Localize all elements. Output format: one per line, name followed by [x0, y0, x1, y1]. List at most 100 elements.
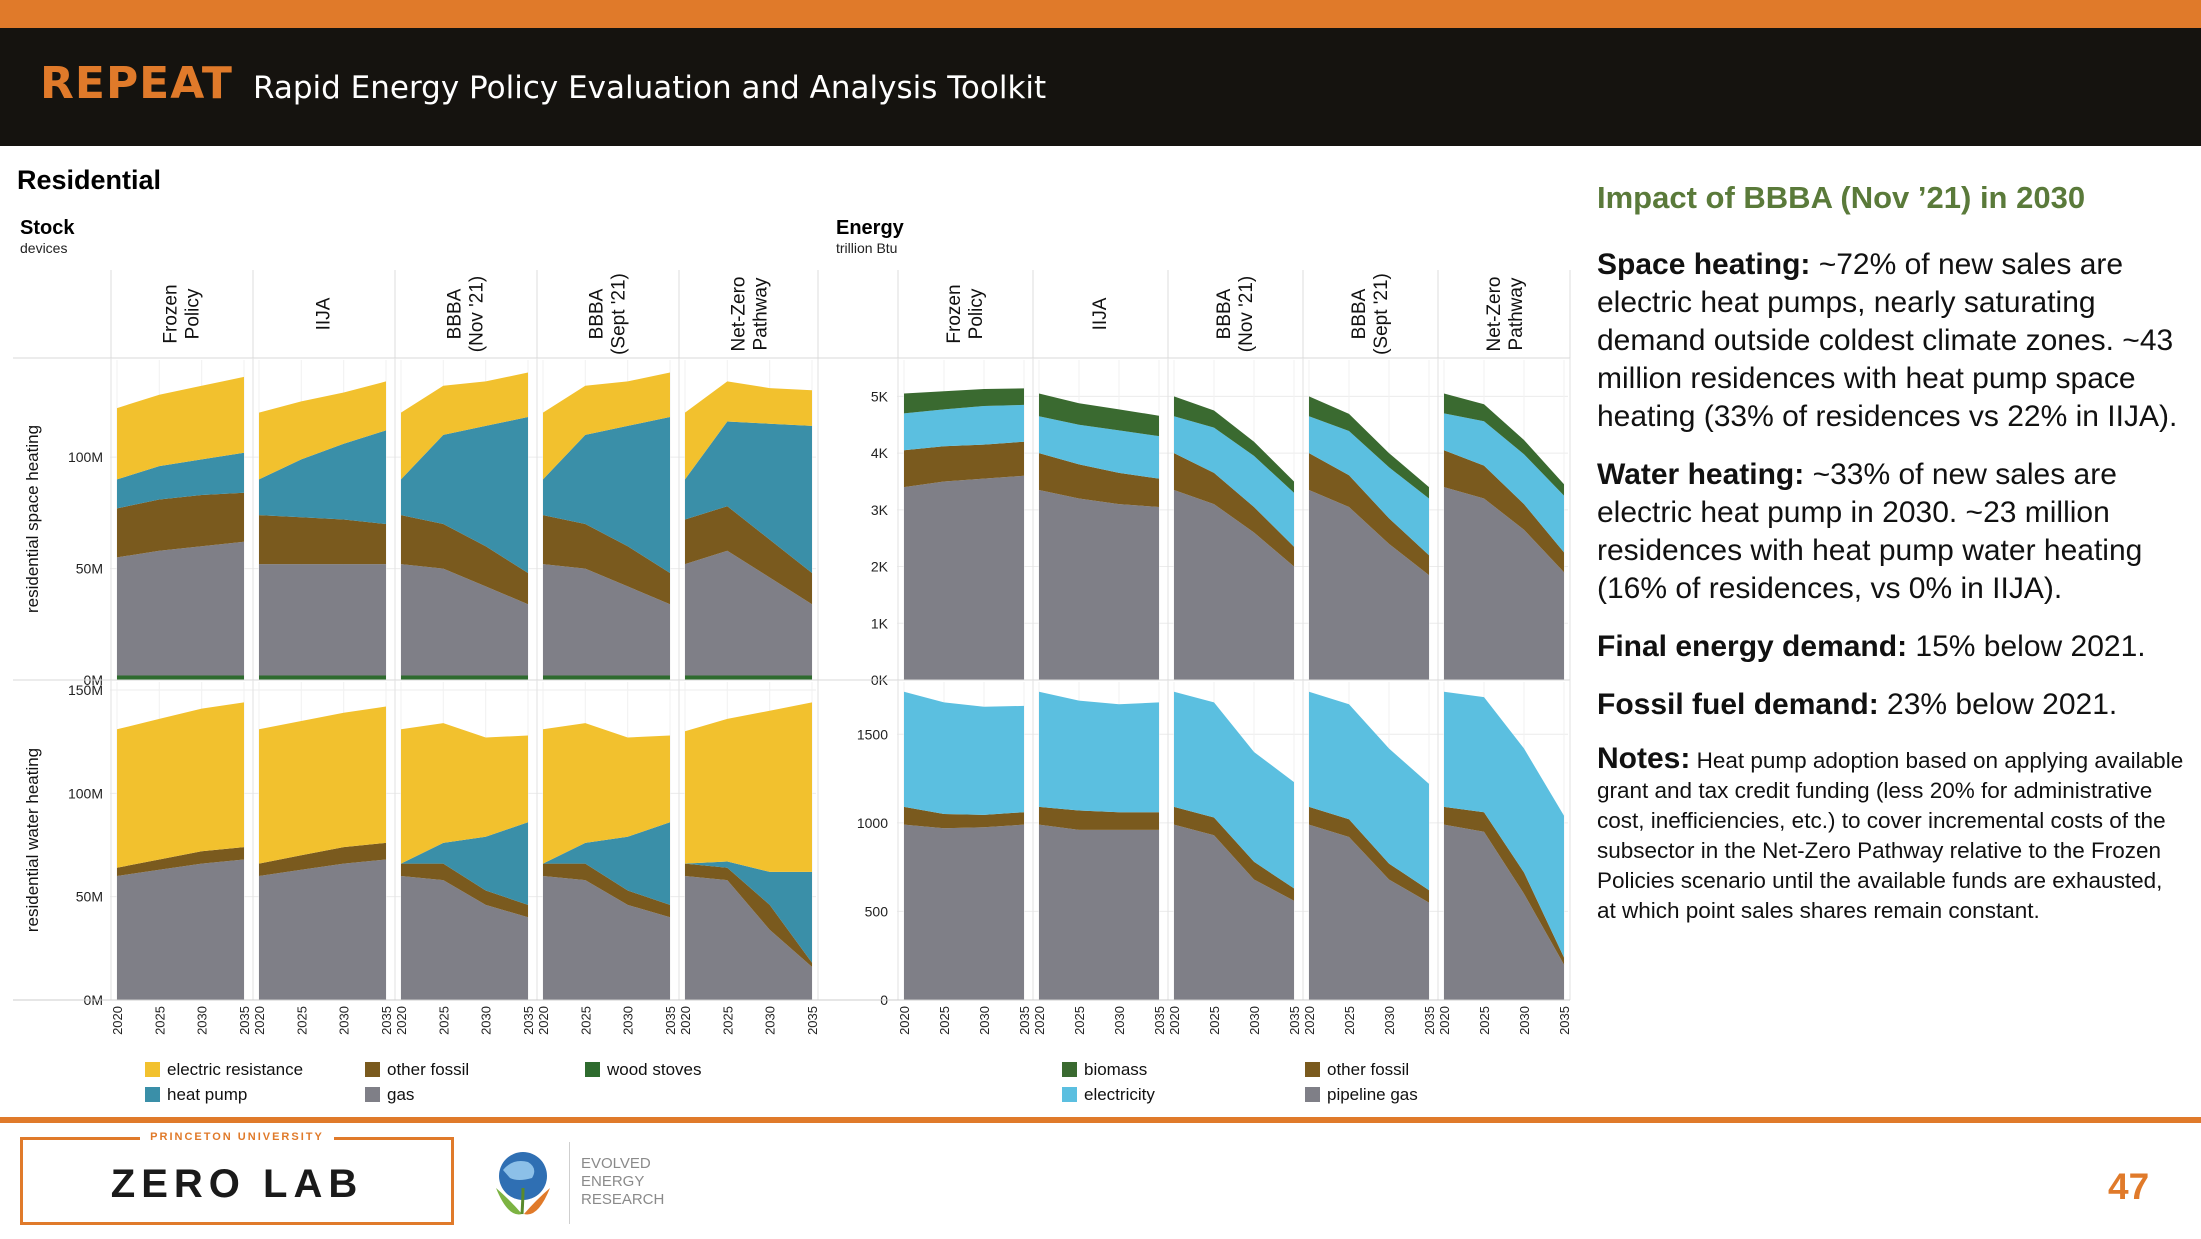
header-banner: [0, 28, 1100, 146]
y-axis-label-residential-water-heating: residential water heating: [23, 748, 42, 932]
y-axis-label-residential-space-heating: residential space heating: [23, 425, 42, 613]
x-tick-label: 2025: [1477, 1006, 1492, 1035]
area-stock-row1-bbba-nov-21-wood-stoves: [401, 675, 528, 680]
scenario-header-net-zero-pathway: Net-Zero Pathway: [1484, 277, 1527, 352]
legend-label-heat-pump: heat pump: [167, 1085, 247, 1104]
zero-lab-logo: PRINCETON UNIVERSITY ZERO LAB: [20, 1131, 454, 1225]
x-tick-label: 2025: [152, 1006, 167, 1035]
zero-lab-text: ZERO LAB: [110, 1162, 364, 1206]
x-tick-label: 2030: [1247, 1006, 1262, 1035]
x-tick-label: 2020: [1437, 1006, 1452, 1035]
scenario-header-iija: IIJA: [314, 297, 335, 330]
area-energy-row1-net-zero-pathway-electricity: [1444, 413, 1564, 553]
impact-title: Impact of BBBA (Nov ’21) in 2030: [1597, 180, 2086, 215]
x-tick-label: 2030: [479, 1006, 494, 1035]
x-tick-label: 2025: [720, 1006, 735, 1035]
x-tick-label: 2030: [195, 1006, 210, 1035]
x-tick-label: 2020: [252, 1006, 267, 1035]
fossil-fuel-text: 23% below 2021.: [1878, 688, 2118, 721]
area-energy-row1-iija-pipeline-gas: [1039, 490, 1159, 680]
x-tick-label: 2035: [805, 1006, 820, 1035]
water-heating-label: Water heating:: [1597, 458, 1805, 491]
area-energy-row2-frozen-policy-electricity: [904, 691, 1024, 815]
legend-swatch-other-fossil: [365, 1062, 380, 1077]
eer-line-3: RESEARCH: [581, 1191, 665, 1208]
scenario-header-line: Pathway: [751, 277, 772, 350]
area-stock-row2-bbba-sept-21-electric-resistance: [543, 723, 670, 864]
area-stock-row1-frozen-policy-other-fossil: [117, 492, 244, 558]
area-stock-row2-net-zero-pathway-gas: [685, 876, 812, 1000]
scenario-header-line: Frozen: [161, 284, 182, 343]
header-title: Rapid Energy Policy Evaluation and Analy…: [253, 70, 1047, 106]
footer-accent-line: [0, 1117, 2201, 1123]
area-stock-row1-bbba-nov-21-heat-pump: [401, 417, 528, 573]
scenario-header-line: (Nov '21): [467, 276, 488, 352]
y-tick-label: 100M: [68, 449, 103, 465]
legend-swatch-electric-resistance: [145, 1062, 160, 1077]
area-energy-row2-net-zero-pathway-pipeline-gas: [1444, 824, 1564, 1000]
y-tick-label: 100M: [68, 785, 103, 801]
legend-label-electricity: electricity: [1084, 1085, 1155, 1104]
y-tick-label: 5K: [871, 388, 889, 404]
scenario-header-line: Net-Zero: [1484, 277, 1505, 352]
area-stock-row1-iija-other-fossil: [259, 515, 386, 565]
area-energy-row2-bbba-nov-21-electricity: [1174, 691, 1294, 889]
legend-swatch-gas: [365, 1087, 380, 1102]
legend-swatch-other-fossil: [1305, 1062, 1320, 1077]
area-energy-row1-frozen-policy-pipeline-gas: [904, 475, 1024, 680]
x-tick-label: 2025: [578, 1006, 593, 1035]
area-stock-row1-net-zero-pathway-electric-resistance: [685, 381, 812, 480]
area-stock-row2-net-zero-pathway-electric-resistance: [685, 702, 812, 872]
x-tick-label: 2025: [294, 1006, 309, 1035]
legend-label-gas: gas: [387, 1085, 414, 1104]
area-stock-row1-bbba-sept-21-heat-pump: [543, 417, 670, 573]
scenario-header-line: Pathway: [1506, 277, 1527, 350]
x-tick-label: 2035: [1152, 1006, 1167, 1035]
x-tick-label: 2025: [1072, 1006, 1087, 1035]
area-energy-row1-bbba-nov-21-biomass: [1174, 396, 1294, 493]
scenario-header-line: (Nov '21): [1236, 276, 1257, 352]
area-stock-row2-iija-other-fossil: [259, 842, 386, 876]
y-tick-label: 3K: [871, 502, 889, 518]
area-stock-row1-net-zero-pathway-heat-pump: [685, 421, 812, 573]
section-title: Residential: [17, 165, 162, 195]
legend-label-pipeline-gas: pipeline gas: [1327, 1085, 1418, 1104]
x-tick-label: 2020: [110, 1006, 125, 1035]
stock-panel-subtitle: devices: [20, 240, 67, 256]
area-energy-row1-net-zero-pathway-pipeline-gas: [1444, 487, 1564, 680]
x-tick-label: 2030: [763, 1006, 778, 1035]
princeton-text: PRINCETON UNIVERSITY: [140, 1131, 334, 1143]
area-stock-row2-iija-gas: [259, 859, 386, 1000]
y-tick-label: 2K: [871, 559, 889, 575]
right-panel: Impact of BBBA (Nov ’21) in 2030 Space h…: [1597, 180, 2187, 926]
y-tick-label: 50M: [76, 561, 103, 577]
x-tick-label: 2030: [977, 1006, 992, 1035]
x-tick-label: 2035: [1287, 1006, 1302, 1035]
x-tick-label: 2020: [1302, 1006, 1317, 1035]
area-energy-row1-iija-other-fossil: [1039, 453, 1159, 507]
stock-panel-title: Stock: [20, 217, 75, 239]
area-energy-row1-frozen-policy-other-fossil: [904, 441, 1024, 488]
legend-label-other-fossil: other fossil: [1327, 1060, 1409, 1079]
y-tick-label: 50M: [76, 889, 103, 905]
area-stock-row2-frozen-policy-other-fossil: [117, 847, 244, 876]
space-heating-label: Space heating:: [1597, 248, 1811, 281]
final-energy-label: Final energy demand:: [1597, 630, 1908, 663]
scenario-header-bbba-sept-21: BBBA (Sept '21): [587, 273, 630, 355]
area-energy-row2-iija-pipeline-gas: [1039, 824, 1159, 1000]
space-heating-paragraph: Space heating: ~72% of new sales are ele…: [1597, 246, 2187, 436]
x-tick-label: 2035: [379, 1006, 394, 1035]
area-stock-row1-iija-electric-resistance: [259, 381, 386, 480]
space-heating-text: ~72% of new sales are electric heat pump…: [1597, 248, 2178, 433]
eer-line-2: ENERGY: [581, 1173, 645, 1190]
x-tick-label: 2035: [521, 1006, 536, 1035]
area-stock-row2-net-zero-pathway-heat-pump: [685, 861, 812, 963]
area-stock-row2-bbba-nov-21-heat-pump: [401, 822, 528, 905]
area-stock-row1-frozen-policy-gas: [117, 541, 244, 676]
area-stock-row2-iija-electric-resistance: [259, 706, 386, 864]
energy-panel-title: Energy: [836, 217, 905, 239]
scenario-header-bbba-nov-21: BBBA (Nov '21): [1214, 276, 1257, 352]
y-tick-label: 1000: [857, 815, 888, 831]
x-tick-label: 2030: [1112, 1006, 1127, 1035]
